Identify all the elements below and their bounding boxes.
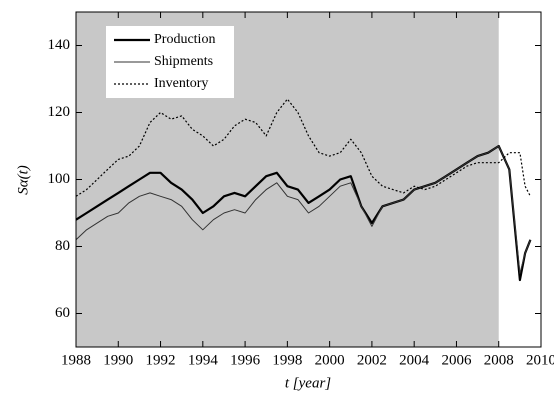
x-tick-label: 1996 bbox=[230, 352, 261, 368]
y-tick-label: 60 bbox=[55, 305, 70, 321]
x-axis-label: t [year] bbox=[285, 375, 331, 391]
y-tick-label: 140 bbox=[48, 37, 71, 53]
x-tick-label: 2006 bbox=[441, 352, 472, 368]
x-tick-label: 1998 bbox=[272, 352, 302, 368]
y-tick-label: 120 bbox=[48, 104, 71, 120]
x-tick-label: 1990 bbox=[103, 352, 133, 368]
x-tick-label: 2000 bbox=[315, 352, 345, 368]
x-tick-label: 2008 bbox=[484, 352, 514, 368]
x-tick-label: 2010 bbox=[526, 352, 554, 368]
series-line bbox=[75, 145, 531, 274]
legend-label: Shipments bbox=[154, 54, 213, 69]
y-axis-label: Sα(t) bbox=[15, 165, 31, 195]
y-tick-label: 100 bbox=[48, 171, 71, 187]
x-tick-label: 1992 bbox=[146, 352, 176, 368]
legend-label: Production bbox=[154, 32, 215, 47]
legend-label: Inventory bbox=[154, 76, 208, 91]
x-tick-label: 1994 bbox=[188, 352, 219, 368]
series-line bbox=[75, 98, 531, 197]
x-tick-label: 2002 bbox=[357, 352, 387, 368]
x-tick-label: 1988 bbox=[61, 352, 91, 368]
y-tick-label: 80 bbox=[55, 238, 70, 254]
x-tick-label: 2004 bbox=[399, 352, 430, 368]
